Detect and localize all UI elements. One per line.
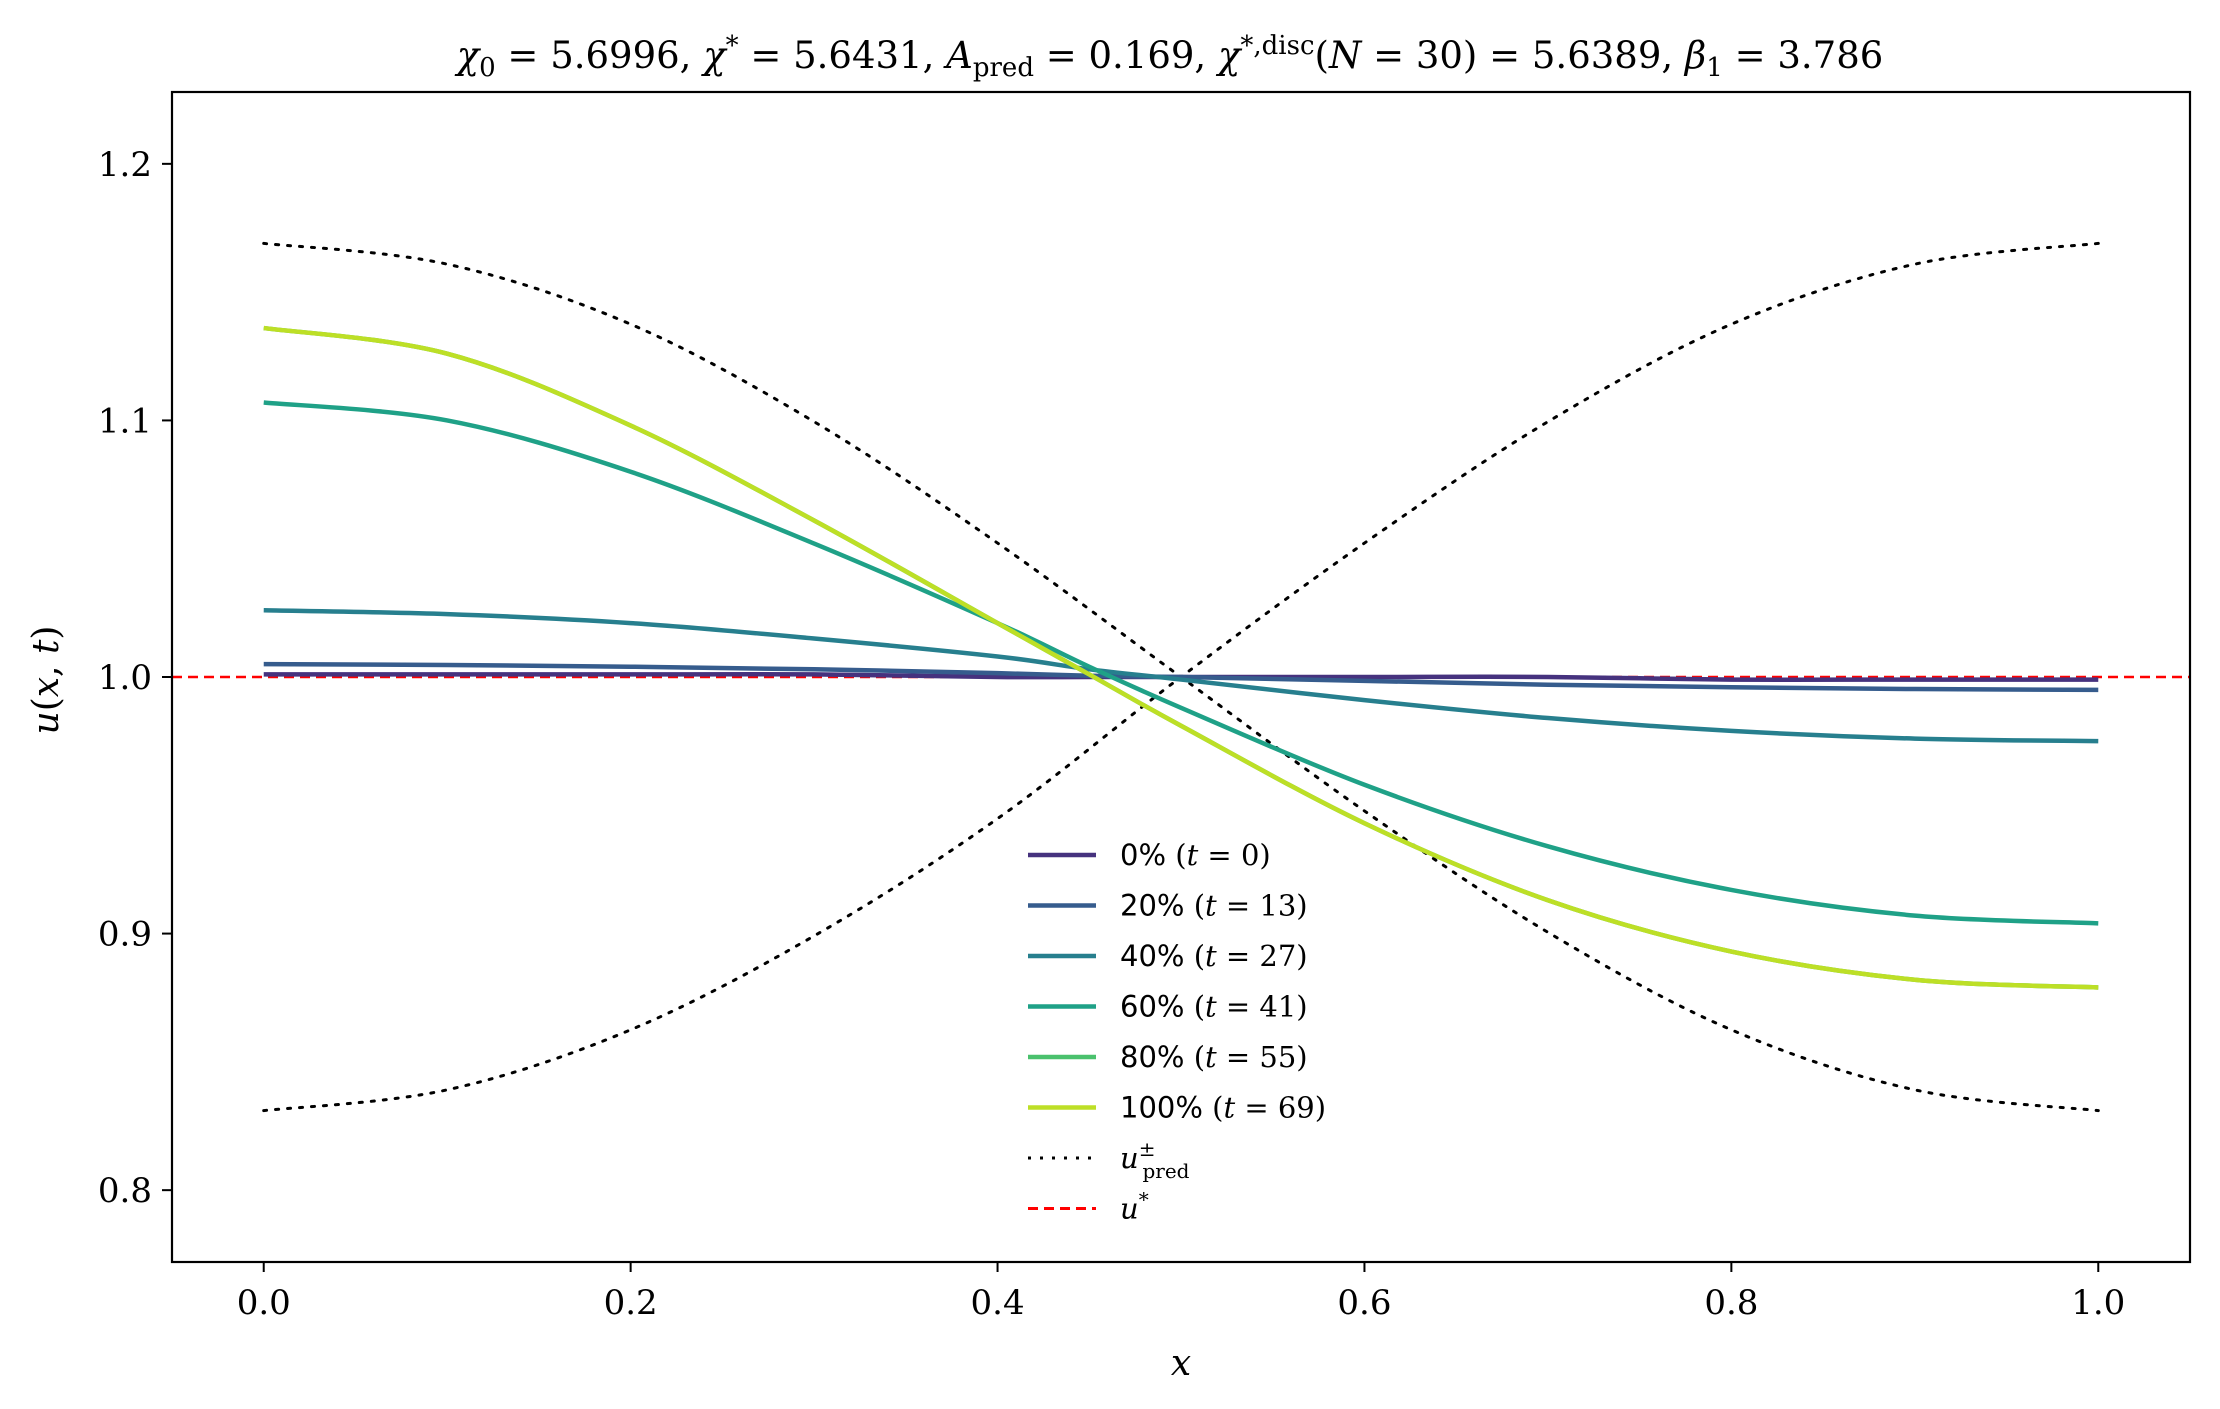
x-axis-label: x bbox=[1171, 1343, 1191, 1384]
plot-area bbox=[172, 241, 2190, 1113]
x-tick-label: 0.8 bbox=[1704, 1283, 1758, 1323]
legend-label: 80% (t = 55) bbox=[1120, 1040, 1308, 1074]
series-line-5 bbox=[263, 325, 2099, 990]
y-tick-label: 0.8 bbox=[98, 1171, 152, 1211]
y-tick-label: 0.9 bbox=[98, 915, 152, 955]
legend-label: 40% (t = 27) bbox=[1120, 939, 1308, 973]
series-line-3 bbox=[263, 400, 2099, 926]
x-tick-label: 0.2 bbox=[604, 1283, 658, 1323]
legend-label: u± pred bbox=[1120, 1137, 1190, 1183]
y-tick-label: 1.0 bbox=[98, 658, 152, 698]
y-axis-label: u(x, t) bbox=[26, 626, 67, 735]
series-line-2 bbox=[263, 608, 2099, 744]
y-tick-label: 1.2 bbox=[98, 145, 152, 185]
x-tick-label: 0.6 bbox=[1337, 1283, 1391, 1323]
legend-label: 100% (t = 69) bbox=[1120, 1091, 1326, 1125]
legend-label: 0% (t = 0) bbox=[1120, 838, 1271, 872]
legend: 0% (t = 0) 20% (t = 13) 40% (t = 27) 60% (t… bbox=[1028, 838, 1326, 1226]
chart-title: χ0 = 5.6996, χ* = 5.6431, Apred = 0.169,… bbox=[454, 31, 1884, 83]
x-tick-label: 1.0 bbox=[2071, 1283, 2125, 1323]
legend-label: 60% (t = 41) bbox=[1120, 990, 1308, 1024]
legend-label: 20% (t = 13) bbox=[1120, 889, 1308, 923]
x-tick-label: 0.4 bbox=[971, 1283, 1025, 1323]
legend-label: u* bbox=[1120, 1188, 1149, 1226]
y-tick-label: 1.1 bbox=[98, 401, 152, 441]
x-tick-label: 0.0 bbox=[237, 1283, 291, 1323]
axes: 0.0 0.2 0.4 0.6 0.8 1.0 0.8 0.9 1.0 1.1 1.2 bbox=[98, 90, 2192, 1323]
